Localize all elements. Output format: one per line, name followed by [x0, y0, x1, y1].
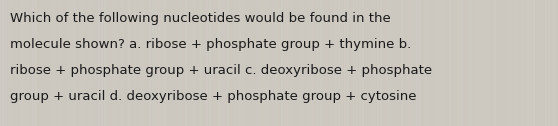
Text: group + uracil d. deoxyribose + phosphate group + cytosine: group + uracil d. deoxyribose + phosphat… — [10, 90, 416, 103]
Text: Which of the following nucleotides would be found in the: Which of the following nucleotides would… — [10, 12, 391, 25]
Text: ribose + phosphate group + uracil c. deoxyribose + phosphate: ribose + phosphate group + uracil c. deo… — [10, 64, 432, 77]
Text: molecule shown? a. ribose + phosphate group + thymine b.: molecule shown? a. ribose + phosphate gr… — [10, 38, 411, 51]
